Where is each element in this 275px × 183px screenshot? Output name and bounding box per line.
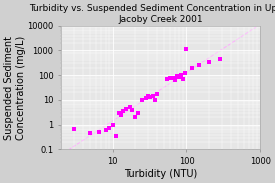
Point	[114, 135, 118, 137]
Point	[190, 66, 194, 69]
Point	[148, 96, 152, 99]
Point	[165, 78, 169, 81]
Point	[197, 64, 202, 67]
Point	[155, 93, 159, 96]
Point	[103, 129, 108, 132]
Point	[88, 132, 93, 135]
Point	[177, 76, 182, 79]
Point	[136, 111, 140, 114]
Y-axis label: Suspended Sediment
Concentration (mg/L): Suspended Sediment Concentration (mg/L)	[4, 36, 26, 140]
Point	[183, 72, 187, 75]
Point	[133, 116, 137, 119]
Point	[144, 96, 148, 99]
Point	[181, 78, 185, 81]
Point	[140, 98, 144, 101]
Point	[146, 94, 150, 97]
Point	[175, 75, 180, 78]
Point	[184, 47, 189, 50]
Point	[116, 111, 121, 114]
Point	[168, 76, 172, 79]
Point	[153, 98, 158, 101]
Point	[170, 77, 175, 80]
Point	[217, 58, 222, 61]
Point	[111, 123, 115, 126]
Point	[123, 107, 128, 110]
Point	[72, 128, 76, 131]
Point	[173, 78, 177, 81]
Point	[107, 126, 111, 129]
Point	[119, 113, 123, 116]
Point	[128, 106, 132, 109]
Point	[207, 60, 211, 63]
Point	[129, 108, 134, 111]
Point	[179, 74, 183, 77]
X-axis label: Turbidity (NTU): Turbidity (NTU)	[124, 169, 197, 179]
Point	[151, 95, 155, 98]
Point	[121, 110, 126, 113]
Title: Turbidity vs. Suspended Sediment Concentration in Upper
Jacoby Creek 2001: Turbidity vs. Suspended Sediment Concent…	[29, 4, 275, 24]
Point	[97, 131, 101, 134]
